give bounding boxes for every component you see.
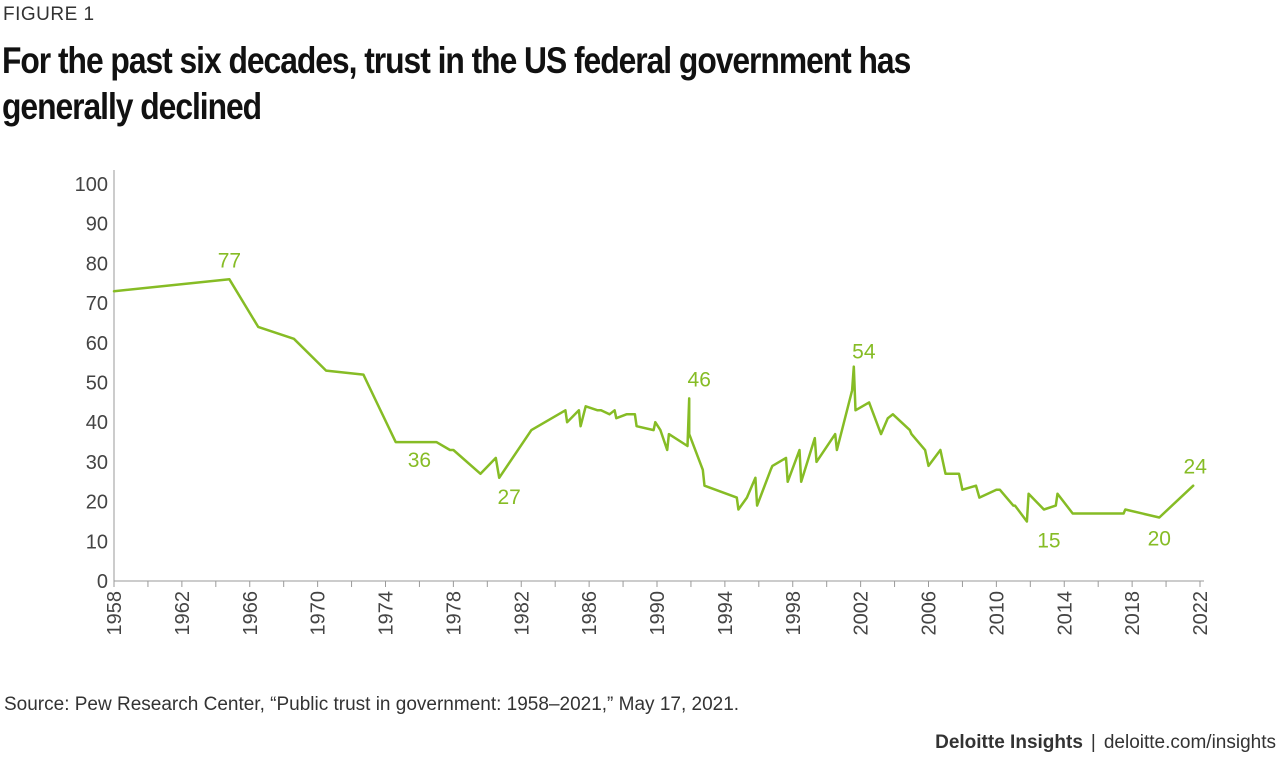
chart-axes [113,170,1204,587]
x-tick-label: 1962 [172,591,194,636]
data-series [112,278,1195,523]
data-label: 20 [1148,527,1171,550]
data-label: 24 [1184,456,1208,479]
data-label: 77 [218,249,241,272]
series-line-0 [112,278,1195,523]
x-tick-label: 2014 [1054,591,1076,636]
x-tick-label: 1982 [511,591,533,636]
footer-separator: | [1090,732,1096,753]
x-tick-label: 2002 [851,591,873,636]
y-tick-label: 20 [86,492,108,514]
y-tick-label: 80 [86,253,108,275]
x-axis-tick-labels: 1958 1962 1966 1970 1974 1978 1982 1986 1990 1994… [104,591,1212,636]
footer: Deloitte Insights | deloitte.com/insights [935,732,1276,754]
x-tick-label: 1986 [579,591,601,636]
footer-brand: Deloitte Insights [935,732,1083,753]
figure-label: FIGURE 1 [3,4,95,25]
x-tick-label: 1978 [443,591,465,636]
x-tick-label: 1966 [240,591,262,636]
x-tick-label: 1958 [104,591,126,636]
y-tick-label: 30 [86,452,108,474]
x-tick-label: 2018 [1122,591,1144,636]
y-tick-label: 90 [86,214,108,236]
y-tick-label: 50 [86,373,108,395]
x-tick-label: 2022 [1190,591,1212,636]
data-label: 36 [408,449,431,472]
data-label: 54 [852,341,876,364]
y-tick-label: 0 [97,571,108,593]
y-tick-label: 70 [86,293,108,315]
x-tick-label: 2006 [919,591,941,636]
x-tick-label: 1970 [308,591,330,636]
x-tick-label: 1998 [783,591,805,636]
source-note: Source: Pew Research Center, “Public tru… [4,694,740,715]
y-tick-label: 10 [86,531,108,553]
y-tick-label: 100 [75,174,108,196]
x-tick-label: 1994 [715,591,737,636]
footer-url[interactable]: deloitte.com/insights [1103,732,1276,753]
x-tick-label: 2010 [986,591,1008,636]
data-annotations: 77 36 27 46 54 15 20 24 [218,249,1208,552]
y-axis-tick-labels: 0 10 20 30 40 50 60 70 80 90 100 [75,174,108,593]
data-label: 46 [688,368,711,391]
data-label: 27 [498,486,521,509]
x-tick-label: 1990 [647,591,669,636]
chart-title: For the past six decades, trust in the U… [2,40,911,127]
data-label: 15 [1037,529,1060,552]
x-tick-label: 1974 [376,591,398,636]
y-tick-label: 60 [86,333,108,355]
y-tick-label: 40 [86,412,108,434]
